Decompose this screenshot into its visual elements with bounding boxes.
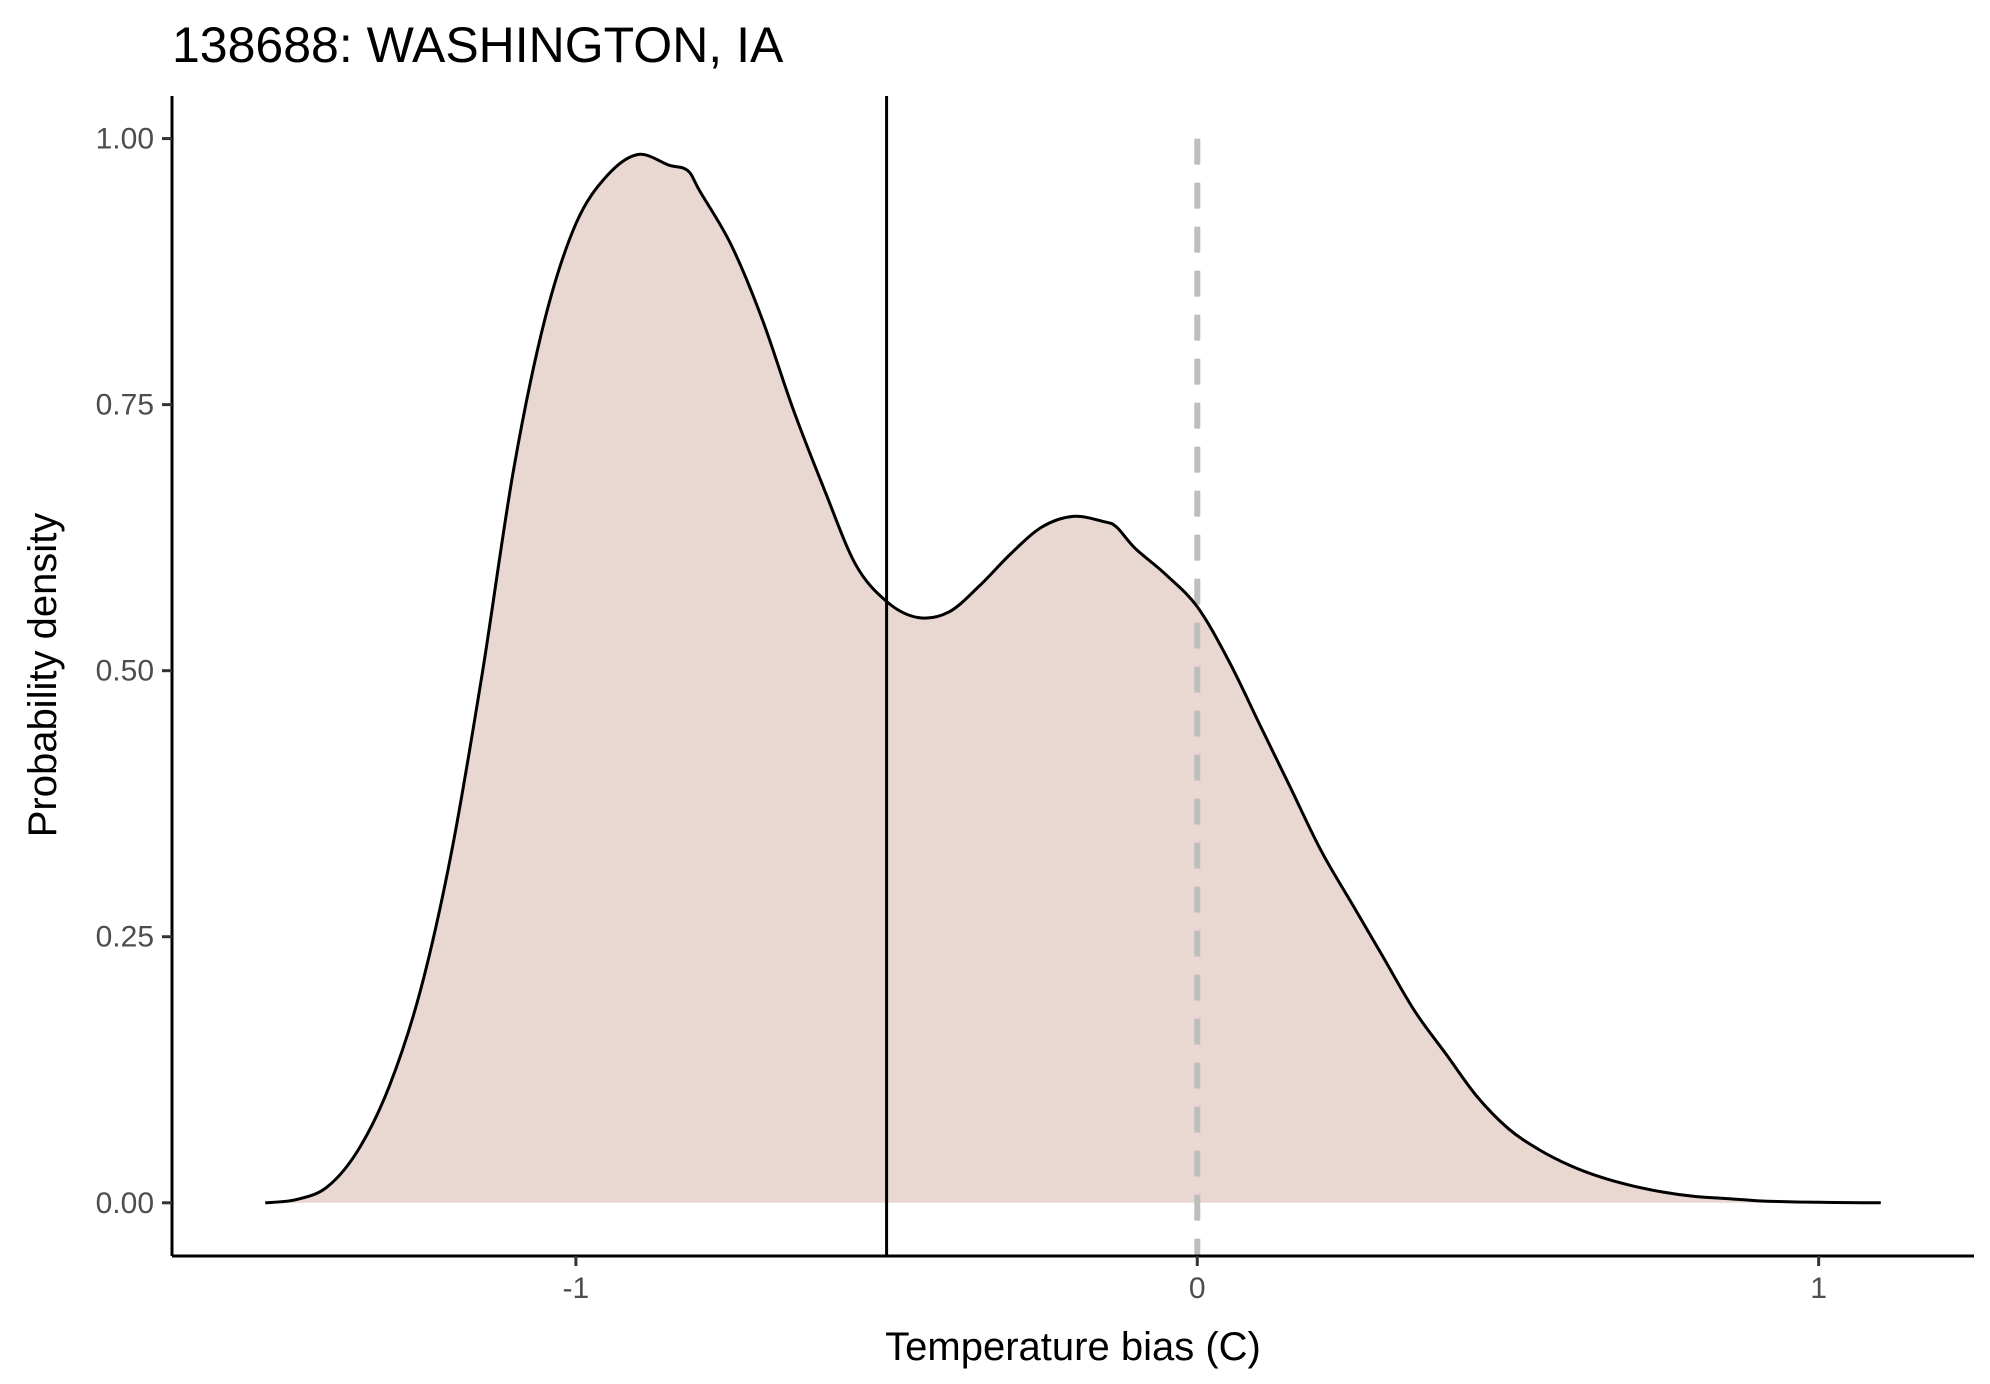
chart-title: 138688: WASHINGTON, IA: [172, 17, 784, 73]
y-axis-title: Probability density: [21, 513, 65, 838]
y-tick-label: 0.25: [96, 921, 154, 954]
plot-area: [265, 96, 1881, 1256]
y-tick-label: 0.50: [96, 655, 154, 688]
x-tick-label: 1: [1810, 1272, 1827, 1305]
y-tick-label: 0.75: [96, 389, 154, 422]
x-axis-ticks: -1 0 1: [563, 1256, 1827, 1305]
y-axis-ticks: 0.00 0.25 0.50 0.75 1.00: [96, 123, 172, 1220]
x-axis-title: Temperature bias (C): [885, 1325, 1261, 1369]
y-tick-label: 0.00: [96, 1187, 154, 1220]
density-curve: [265, 152, 1881, 1205]
density-area-fill: [265, 154, 1881, 1203]
y-tick-label: 1.00: [96, 123, 154, 156]
x-tick-label: 0: [1189, 1272, 1206, 1305]
x-tick-label: -1: [563, 1272, 590, 1305]
